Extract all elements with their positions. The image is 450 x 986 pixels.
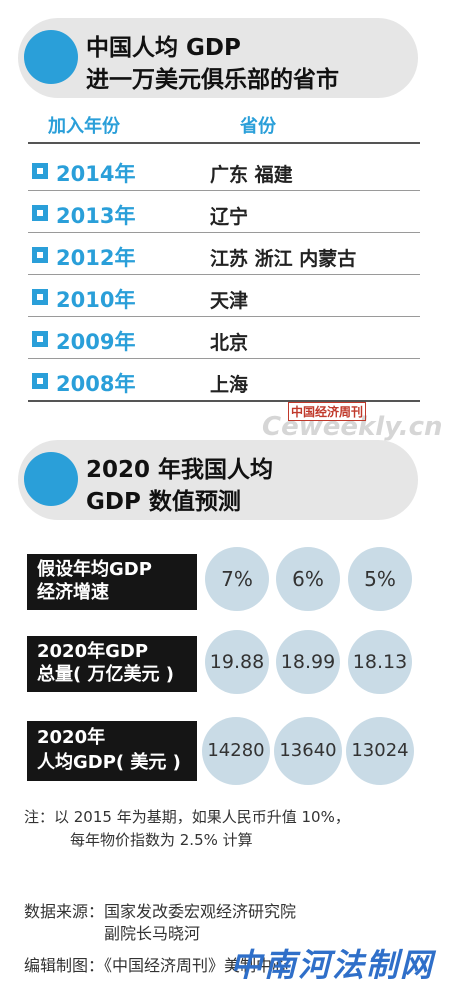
row-year: 2012年 — [56, 246, 136, 270]
row-year: 2010年 — [56, 288, 136, 312]
editor-credit: 编辑制图：《中国经济周刊》美制中心 — [24, 956, 289, 975]
table-row: 2008年 上海 — [0, 360, 450, 402]
row-divider — [28, 316, 420, 317]
data-source-line1: 数据来源：国家发改委宏观经济研究院 — [24, 902, 297, 921]
table-bottom-rule — [28, 400, 420, 402]
label-line1: 假设年均GDP — [37, 559, 152, 580]
label-line2: 经济增速 — [37, 582, 109, 603]
footnote-line2: 每年物价指数为 2.5% 计算 — [70, 831, 253, 849]
banner-title-line2: GDP 数值预测 — [86, 489, 241, 515]
table-row: 2010年 天津 — [0, 276, 450, 318]
table-row: 2013年 辽宁 — [0, 192, 450, 234]
forecast-value-circle: 7% — [205, 547, 269, 611]
forecast-label: 假设年均GDP 经济增速 — [27, 554, 197, 610]
table-row: 2012年 江苏 浙江 内蒙古 — [0, 234, 450, 276]
forecast-value-circle: 19.88 — [205, 630, 269, 694]
header-year: 加入年份 — [48, 116, 120, 137]
row-year: 2009年 — [56, 330, 136, 354]
forecast-value-circle: 5% — [348, 547, 412, 611]
row-provinces: 广东 福建 — [210, 164, 293, 186]
label-line2: 人均GDP( 美元 ) — [37, 752, 181, 773]
label-line1: 2020年 — [37, 727, 106, 748]
row-year: 2013年 — [56, 204, 136, 228]
forecast-label: 2020年 人均GDP( 美元 ) — [27, 721, 197, 781]
square-bullet-icon — [32, 205, 48, 221]
watermark-url: Ceweekly.cn — [262, 412, 443, 442]
forecast-value-circle: 6% — [276, 547, 340, 611]
row-provinces: 辽宁 — [210, 206, 249, 228]
row-divider — [28, 358, 420, 359]
banner-title-line2: 进一万美元俱乐部的省市 — [86, 67, 339, 93]
footnote-line1: 注：以 2015 年为基期，如果人民币升值 10%， — [24, 808, 350, 826]
row-provinces: 天津 — [210, 290, 249, 312]
banner-dot-icon — [24, 30, 78, 84]
footnote: 注：以 2015 年为基期，如果人民币升值 10%， 每年物价指数为 2.5% … — [24, 806, 350, 852]
section-banner-forecast: 2020 年我国人均 GDP 数值预测 — [18, 440, 418, 520]
square-bullet-icon — [32, 247, 48, 263]
forecast-value-circle: 18.99 — [276, 630, 340, 694]
row-provinces: 上海 — [210, 374, 249, 396]
label-line2: 总量( 万亿美元 ) — [37, 664, 174, 685]
banner-title-line1: 2020 年我国人均 — [86, 457, 274, 483]
watermark: Ceweekly.cn 中国经济周刊 — [262, 402, 443, 442]
label-line1: 2020年GDP — [37, 641, 149, 662]
square-bullet-icon — [32, 331, 48, 347]
row-divider — [28, 190, 420, 191]
forecast-value-circle: 13640 — [274, 717, 342, 785]
banner-title-line1: 中国人均 GDP — [86, 35, 241, 61]
square-bullet-icon — [32, 289, 48, 305]
forecast-value-circle: 13024 — [346, 717, 414, 785]
site-stamp: 中南河法制网 — [230, 946, 435, 984]
forecast-label: 2020年GDP 总量( 万亿美元 ) — [27, 636, 197, 692]
banner-dot-icon — [24, 452, 78, 506]
row-divider — [28, 274, 420, 275]
forecast-value-circle: 18.13 — [348, 630, 412, 694]
forecast-value-circle: 14280 — [202, 717, 270, 785]
square-bullet-icon — [32, 373, 48, 389]
watermark-seal: 中国经济周刊 — [288, 402, 367, 421]
table-row: 2014年 广东 福建 — [0, 150, 450, 192]
row-year: 2008年 — [56, 372, 136, 396]
table-header: 加入年份 省份 — [0, 112, 450, 138]
table-row: 2009年 北京 — [0, 318, 450, 360]
data-source-line2: 副院长马晓河 — [104, 924, 201, 943]
row-year: 2014年 — [56, 162, 136, 186]
table-top-rule — [28, 142, 420, 144]
row-provinces: 北京 — [210, 332, 249, 354]
row-divider — [28, 232, 420, 233]
section-banner-provinces: 中国人均 GDP 进一万美元俱乐部的省市 — [18, 18, 418, 98]
square-bullet-icon — [32, 163, 48, 179]
row-provinces: 江苏 浙江 内蒙古 — [210, 248, 357, 270]
header-province: 省份 — [240, 116, 276, 137]
